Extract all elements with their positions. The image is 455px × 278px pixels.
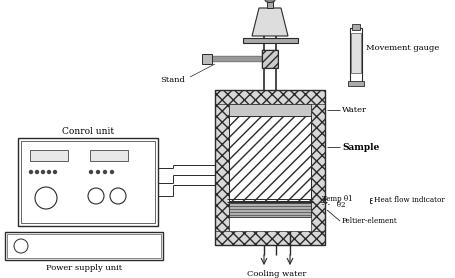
- Bar: [262, 50, 278, 68]
- Circle shape: [35, 187, 57, 209]
- Bar: [215, 90, 325, 245]
- Bar: [202, 54, 212, 64]
- Circle shape: [53, 170, 57, 174]
- Bar: [229, 104, 311, 201]
- Polygon shape: [252, 8, 288, 36]
- Text: Water: Water: [342, 106, 367, 114]
- Circle shape: [110, 188, 126, 204]
- Text: Conrol unit: Conrol unit: [62, 126, 114, 135]
- Text: Peltier-element: Peltier-element: [342, 217, 398, 225]
- Bar: [262, 50, 278, 68]
- Text: Temp θ1: Temp θ1: [322, 195, 353, 203]
- Circle shape: [103, 170, 107, 174]
- Bar: [7, 234, 161, 258]
- Bar: [229, 104, 311, 116]
- Bar: [311, 90, 325, 245]
- Text: Power supply unit: Power supply unit: [46, 264, 122, 272]
- Text: Movement gauge: Movement gauge: [366, 44, 439, 52]
- Circle shape: [88, 188, 104, 204]
- Bar: [215, 90, 229, 245]
- Bar: [21, 141, 155, 223]
- Text: Cooling water: Cooling water: [248, 270, 307, 278]
- Text: Stand: Stand: [160, 76, 185, 84]
- Bar: [267, 0, 273, 8]
- Bar: [352, 24, 360, 30]
- Bar: [351, 33, 361, 73]
- Text: -"-   θ2: -"- θ2: [322, 201, 345, 209]
- Circle shape: [110, 170, 114, 174]
- Bar: [18, 138, 158, 226]
- Bar: [30, 150, 68, 161]
- Bar: [243, 38, 298, 43]
- Circle shape: [29, 170, 33, 174]
- Text: Heat flow indicator: Heat flow indicator: [374, 196, 445, 204]
- Circle shape: [14, 239, 28, 253]
- Bar: [215, 231, 325, 245]
- Ellipse shape: [265, 0, 275, 3]
- Circle shape: [89, 170, 93, 174]
- Bar: [90, 150, 128, 161]
- Bar: [229, 203, 311, 217]
- Circle shape: [47, 170, 51, 174]
- Bar: [229, 104, 311, 201]
- Bar: [215, 90, 325, 104]
- Text: Sample: Sample: [342, 143, 379, 152]
- Circle shape: [41, 170, 45, 174]
- Bar: [5, 232, 163, 260]
- Bar: [348, 81, 364, 86]
- Bar: [350, 28, 362, 83]
- Circle shape: [35, 170, 39, 174]
- Circle shape: [96, 170, 100, 174]
